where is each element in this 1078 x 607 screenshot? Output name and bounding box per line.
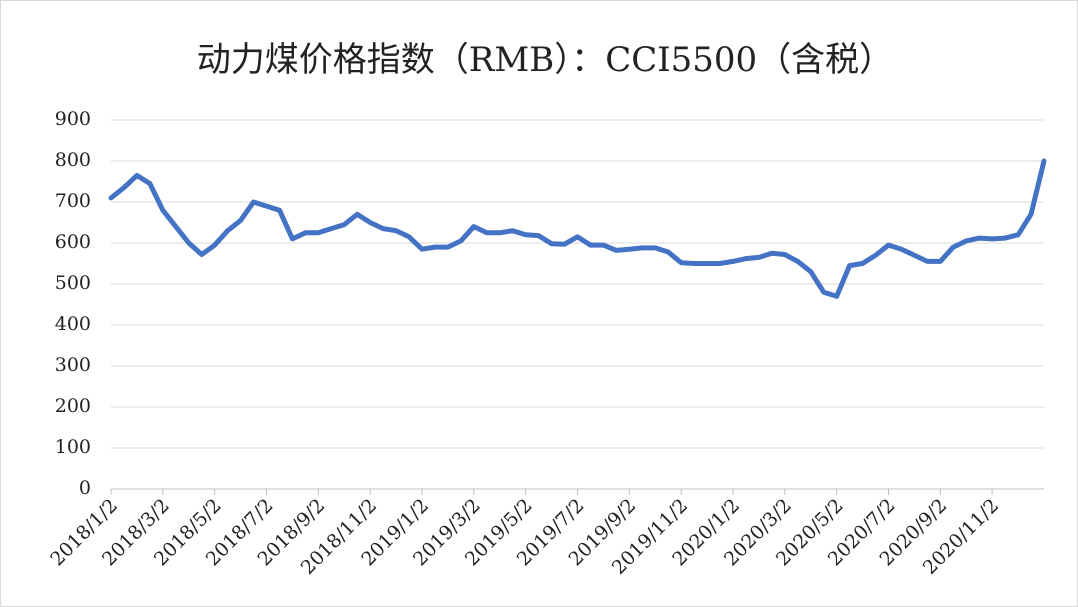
y-tick-label: 300 — [55, 354, 91, 376]
y-tick-label: 600 — [55, 231, 91, 253]
y-tick-label: 200 — [55, 395, 91, 417]
y-tick-label: 700 — [55, 190, 91, 212]
y-tick-label: 800 — [55, 149, 91, 171]
y-tick-label: 500 — [55, 272, 91, 294]
y-tick-label: 400 — [55, 313, 91, 335]
y-tick-label: 900 — [55, 108, 91, 130]
line-series — [108, 158, 1047, 299]
y-tick-label: 0 — [79, 477, 91, 499]
y-tick-label: 100 — [55, 436, 91, 458]
chart-title: 动力煤价格指数（RMB）：CCI5500（含税） — [197, 40, 893, 80]
